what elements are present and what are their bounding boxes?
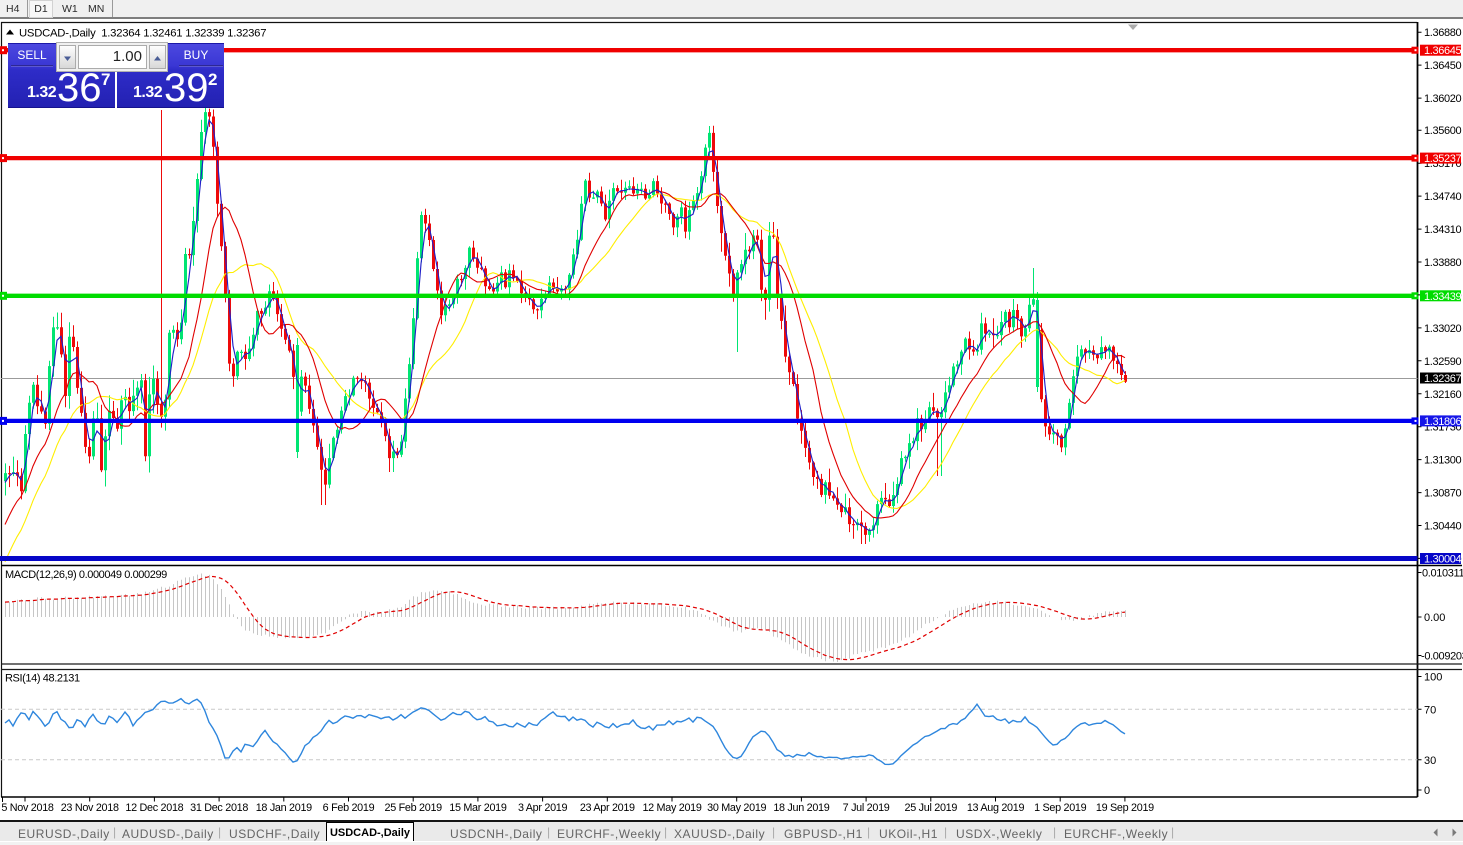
- svg-text:31 Dec 2018: 31 Dec 2018: [190, 802, 248, 814]
- svg-text:1.35237: 1.35237: [1424, 153, 1462, 165]
- svg-text:1.35600: 1.35600: [1424, 125, 1462, 137]
- svg-text:7 Jul 2019: 7 Jul 2019: [843, 802, 890, 814]
- svg-text:13 Aug 2019: 13 Aug 2019: [967, 802, 1025, 814]
- svg-text:1.33020: 1.33020: [1424, 323, 1462, 335]
- svg-text:3 Apr 2019: 3 Apr 2019: [518, 802, 568, 814]
- svg-text:70: 70: [1424, 704, 1436, 716]
- svg-text:30 May 2019: 30 May 2019: [707, 802, 766, 814]
- svg-text:12 May 2019: 12 May 2019: [642, 802, 701, 814]
- svg-text:30: 30: [1424, 755, 1436, 767]
- svg-text:1.30440: 1.30440: [1424, 521, 1462, 533]
- svg-text:25 Feb 2019: 25 Feb 2019: [385, 802, 443, 814]
- svg-text:18 Jan 2019: 18 Jan 2019: [256, 802, 312, 814]
- svg-text:1.36020: 1.36020: [1424, 93, 1462, 105]
- svg-text:1.34310: 1.34310: [1424, 224, 1462, 236]
- svg-text:25 Jul 2019: 25 Jul 2019: [905, 802, 958, 814]
- svg-text:1.36645: 1.36645: [1424, 45, 1462, 57]
- svg-text:1.36450: 1.36450: [1424, 60, 1462, 72]
- svg-text:1.31300: 1.31300: [1424, 455, 1462, 467]
- svg-text:5 Nov 2018: 5 Nov 2018: [1, 802, 54, 814]
- svg-text:18 Jun 2019: 18 Jun 2019: [773, 802, 829, 814]
- svg-text:1.32160: 1.32160: [1424, 389, 1462, 401]
- svg-text:1.34740: 1.34740: [1424, 191, 1462, 203]
- svg-text:1.32590: 1.32590: [1424, 356, 1462, 368]
- svg-text:RSI(14) 48.2131: RSI(14) 48.2131: [5, 673, 80, 685]
- svg-text:1.33439: 1.33439: [1424, 291, 1462, 303]
- svg-text:1.31806: 1.31806: [1424, 416, 1462, 428]
- svg-text:6 Feb 2019: 6 Feb 2019: [323, 802, 375, 814]
- svg-text:1.36880: 1.36880: [1424, 27, 1462, 39]
- svg-text:23 Apr 2019: 23 Apr 2019: [580, 802, 635, 814]
- svg-text:1 Sep 2019: 1 Sep 2019: [1034, 802, 1087, 814]
- svg-text:1.30870: 1.30870: [1424, 488, 1462, 500]
- svg-text:USDCAD-,Daily 1.32364 1.32461: USDCAD-,Daily 1.32364 1.32461 1.32339 1.…: [19, 28, 266, 40]
- svg-text:12 Dec 2018: 12 Dec 2018: [125, 802, 183, 814]
- svg-text:-0.0092034: -0.0092034: [1421, 651, 1463, 663]
- svg-text:19 Sep 2019: 19 Sep 2019: [1096, 802, 1154, 814]
- svg-text:100: 100: [1424, 672, 1442, 684]
- svg-text:1.33880: 1.33880: [1424, 257, 1462, 269]
- svg-text:0: 0: [1424, 785, 1430, 797]
- svg-text:1.30004: 1.30004: [1424, 554, 1462, 566]
- svg-text:15 Mar 2019: 15 Mar 2019: [449, 802, 507, 814]
- svg-text:1.32367: 1.32367: [1424, 373, 1462, 385]
- svg-text:0.00: 0.00: [1424, 612, 1445, 624]
- svg-text:0.010311: 0.010311: [1422, 568, 1463, 580]
- svg-text:MACD(12,26,9) 0.000049 0.00029: MACD(12,26,9) 0.000049 0.000299: [5, 569, 167, 581]
- svg-text:23 Nov 2018: 23 Nov 2018: [61, 802, 119, 814]
